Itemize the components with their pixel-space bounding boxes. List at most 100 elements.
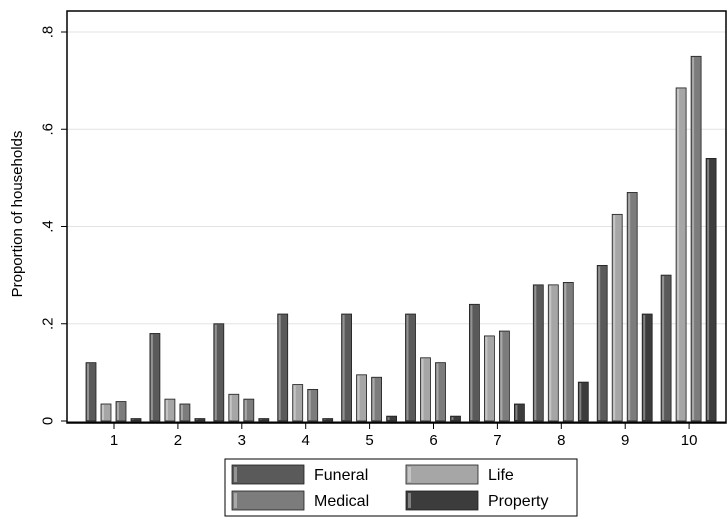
bar-funeral-3 bbox=[213, 323, 225, 422]
bar-medical-8 bbox=[562, 282, 574, 422]
bar-property-3 bbox=[258, 418, 270, 422]
legend-swatch-highlight bbox=[234, 493, 237, 508]
bar-property-5 bbox=[386, 415, 398, 422]
bar-medical-2 bbox=[179, 403, 191, 422]
bar-highlight bbox=[342, 315, 345, 420]
bar-highlight bbox=[229, 395, 232, 420]
bar-life-8 bbox=[547, 284, 559, 422]
bar-highlight bbox=[677, 88, 680, 420]
bar-medical-5 bbox=[371, 376, 383, 422]
x-tick-label: 3 bbox=[238, 432, 246, 449]
legend-label-funeral: Funeral bbox=[314, 467, 368, 484]
bar-highlight bbox=[278, 315, 281, 420]
x-axis: 1 2 3 4 5 6 7 8 9 10 bbox=[110, 423, 697, 449]
legend-swatch-property bbox=[405, 490, 479, 511]
bar-highlight bbox=[643, 315, 646, 420]
bar-highlight bbox=[707, 159, 710, 421]
bar-highlight bbox=[451, 417, 454, 420]
bar-medical-1 bbox=[115, 401, 127, 422]
bar-highlight bbox=[579, 383, 582, 420]
bar-highlight bbox=[692, 57, 695, 420]
bar-property-4 bbox=[322, 418, 334, 422]
bar-funeral-5 bbox=[341, 313, 353, 422]
legend-swatch-highlight bbox=[234, 467, 237, 482]
bar-highlight bbox=[598, 266, 601, 420]
bar-life-7 bbox=[483, 335, 495, 422]
x-tick-label: 2 bbox=[174, 432, 182, 449]
bar-highlight bbox=[613, 215, 616, 420]
x-tick-label: 7 bbox=[493, 432, 501, 449]
bar-life-4 bbox=[292, 384, 304, 422]
legend-swatch-highlight bbox=[408, 467, 411, 482]
x-tick-label: 1 bbox=[110, 432, 118, 449]
legend-swatch-medical bbox=[231, 490, 305, 511]
y-tick-label: .2 bbox=[39, 317, 56, 330]
y-tick-label: .6 bbox=[39, 123, 56, 136]
bar-property-1 bbox=[130, 418, 142, 422]
bar-funeral-1 bbox=[85, 362, 97, 422]
bar-highlight bbox=[421, 358, 424, 420]
bar-life-10 bbox=[675, 87, 687, 422]
bar-highlight bbox=[195, 419, 198, 421]
bar-property-8 bbox=[577, 381, 589, 422]
bar-medical-9 bbox=[626, 192, 638, 422]
legend-swatch-funeral bbox=[231, 464, 305, 485]
bar-funeral-8 bbox=[532, 284, 544, 422]
bar-property-2 bbox=[194, 418, 206, 422]
bar-medical-6 bbox=[435, 362, 446, 422]
bar-funeral-9 bbox=[596, 264, 608, 422]
bar-highlight bbox=[662, 276, 665, 420]
legend-swatch-life bbox=[405, 464, 479, 485]
legend-label-life: Life bbox=[488, 467, 514, 484]
bar-funeral-6 bbox=[405, 313, 416, 422]
bar-highlight bbox=[485, 336, 488, 420]
x-tick-label: 9 bbox=[621, 432, 629, 449]
bars bbox=[67, 55, 726, 423]
y-axis-label: Proportion of households bbox=[9, 131, 26, 298]
bar-highlight bbox=[293, 385, 296, 420]
bar-highlight bbox=[323, 419, 326, 421]
bar-highlight bbox=[180, 404, 183, 420]
bar-life-3 bbox=[228, 393, 240, 422]
bar-life-9 bbox=[611, 213, 623, 422]
x-tick-label: 8 bbox=[557, 432, 565, 449]
bar-highlight bbox=[470, 305, 473, 420]
bar-highlight bbox=[436, 363, 439, 420]
bar-highlight bbox=[628, 193, 631, 420]
legend: Funeral Life Medical Property bbox=[224, 458, 578, 517]
bar-life-5 bbox=[356, 374, 368, 422]
legend-swatch-highlight bbox=[408, 493, 411, 508]
bar-life-1 bbox=[100, 403, 112, 422]
y-tick-label: .4 bbox=[39, 220, 56, 233]
bar-medical-7 bbox=[498, 330, 510, 422]
bar-medical-4 bbox=[307, 388, 319, 422]
bar-highlight bbox=[150, 334, 153, 420]
bar-highlight bbox=[132, 419, 134, 421]
bar-highlight bbox=[165, 400, 168, 420]
bar-funeral-7 bbox=[468, 303, 480, 422]
bar-highlight bbox=[244, 400, 247, 420]
bar-highlight bbox=[357, 375, 360, 420]
bar-highlight bbox=[214, 324, 217, 420]
bar-highlight bbox=[515, 404, 518, 420]
y-tick-label: 0 bbox=[39, 417, 56, 425]
x-tick-label: 6 bbox=[429, 432, 437, 449]
bar-highlight bbox=[406, 315, 409, 420]
legend-label-property: Property bbox=[488, 493, 548, 510]
bar-highlight bbox=[372, 378, 375, 420]
bar-life-6 bbox=[420, 357, 431, 422]
bar-highlight bbox=[549, 285, 552, 420]
bar-life-2 bbox=[164, 398, 176, 422]
bar-highlight bbox=[564, 283, 567, 420]
bar-medical-3 bbox=[243, 398, 255, 422]
plot-frame bbox=[66, 10, 727, 424]
bar-highlight bbox=[500, 332, 503, 420]
legend-label-medical: Medical bbox=[314, 493, 369, 510]
bar-highlight bbox=[87, 363, 89, 420]
bar-highlight bbox=[308, 390, 311, 420]
bar-highlight bbox=[387, 417, 390, 420]
x-tick-label: 5 bbox=[365, 432, 373, 449]
bar-highlight bbox=[117, 402, 119, 420]
bar-property-9 bbox=[641, 313, 653, 422]
bar-medical-10 bbox=[690, 55, 702, 422]
